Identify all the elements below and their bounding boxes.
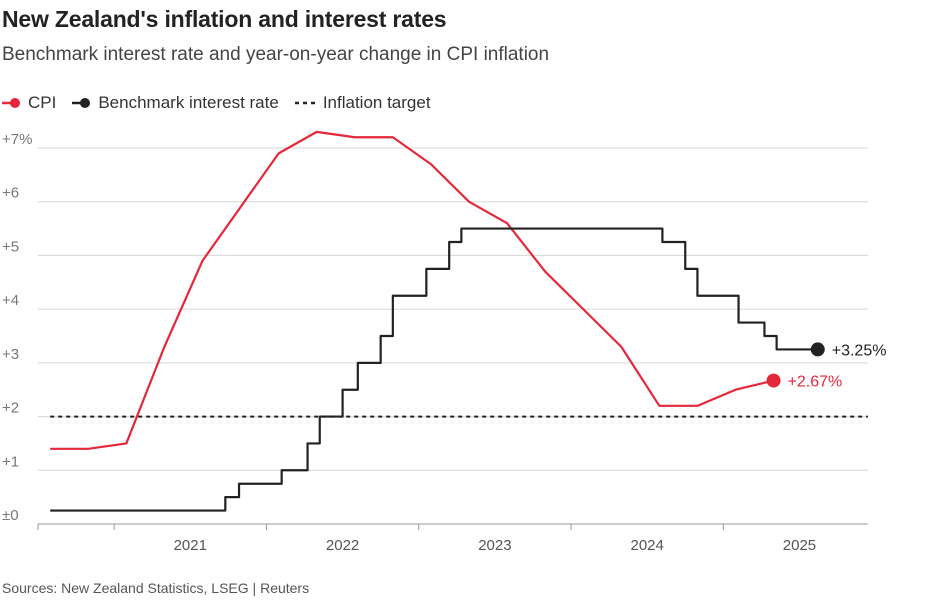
chart-legend: CPI Benchmark interest rate Inflation ta… bbox=[2, 92, 447, 114]
y-tick-label: +5 bbox=[2, 238, 19, 255]
end-marker-cpi bbox=[766, 373, 781, 388]
axis-layer: ±0 +1 +2 +3 +4 +5 +6 +7% 2021 2022 2023 2024 2025 bbox=[2, 131, 816, 554]
legend-swatch-inflation-target bbox=[294, 101, 315, 105]
x-tick-label: 2025 bbox=[783, 537, 816, 554]
legend-item-cpi: CPI bbox=[2, 93, 56, 113]
y-tick-label: +7% bbox=[2, 131, 32, 148]
source-note: Sources: New Zealand Statistics, LSEG | … bbox=[2, 580, 310, 596]
series-line-benchmark-interest-rate bbox=[50, 227, 818, 512]
legend-item-interest-rate: Benchmark interest rate bbox=[72, 93, 279, 113]
legend-label-inflation-target: Inflation target bbox=[322, 93, 431, 112]
chart-plot: ±0 +1 +2 +3 +4 +5 +6 +7% 2021 2022 2023 2024 2025 +2… bbox=[2, 130, 887, 554]
grid-layer bbox=[38, 147, 868, 525]
legend-swatch-interest-rate bbox=[72, 98, 91, 108]
legend-label-interest-rate: Benchmark interest rate bbox=[98, 93, 279, 112]
label-layer: +2.67% +3.25% bbox=[788, 342, 887, 390]
end-marker-benchmark-interest-rate bbox=[810, 342, 825, 357]
chart-title: New Zealand's inflation and interest rat… bbox=[2, 6, 447, 32]
legend-item-inflation-target: Inflation target bbox=[294, 93, 431, 113]
end-label-cpi: +2.67% bbox=[788, 374, 843, 391]
y-tick-label: +1 bbox=[2, 453, 19, 470]
y-tick-label: ±0 bbox=[2, 507, 19, 524]
series-line-cpi bbox=[50, 130, 774, 450]
x-tick-label: 2024 bbox=[630, 537, 663, 554]
x-tick-label: 2023 bbox=[478, 537, 511, 554]
y-tick-label: +2 bbox=[2, 400, 19, 417]
y-tick-label: +4 bbox=[2, 292, 19, 309]
x-tick-label: 2022 bbox=[326, 537, 359, 554]
legend-label-cpi: CPI bbox=[28, 93, 57, 112]
series-layer bbox=[50, 130, 868, 512]
y-tick-label: +6 bbox=[2, 185, 19, 202]
legend-swatch-cpi bbox=[2, 98, 20, 108]
end-label-benchmark-interest-rate: +3.25% bbox=[832, 342, 887, 359]
chart-subtitle: Benchmark interest rate and year-on-year… bbox=[2, 44, 550, 65]
x-tick-label: 2021 bbox=[174, 537, 207, 554]
y-tick-label: +3 bbox=[2, 346, 19, 363]
